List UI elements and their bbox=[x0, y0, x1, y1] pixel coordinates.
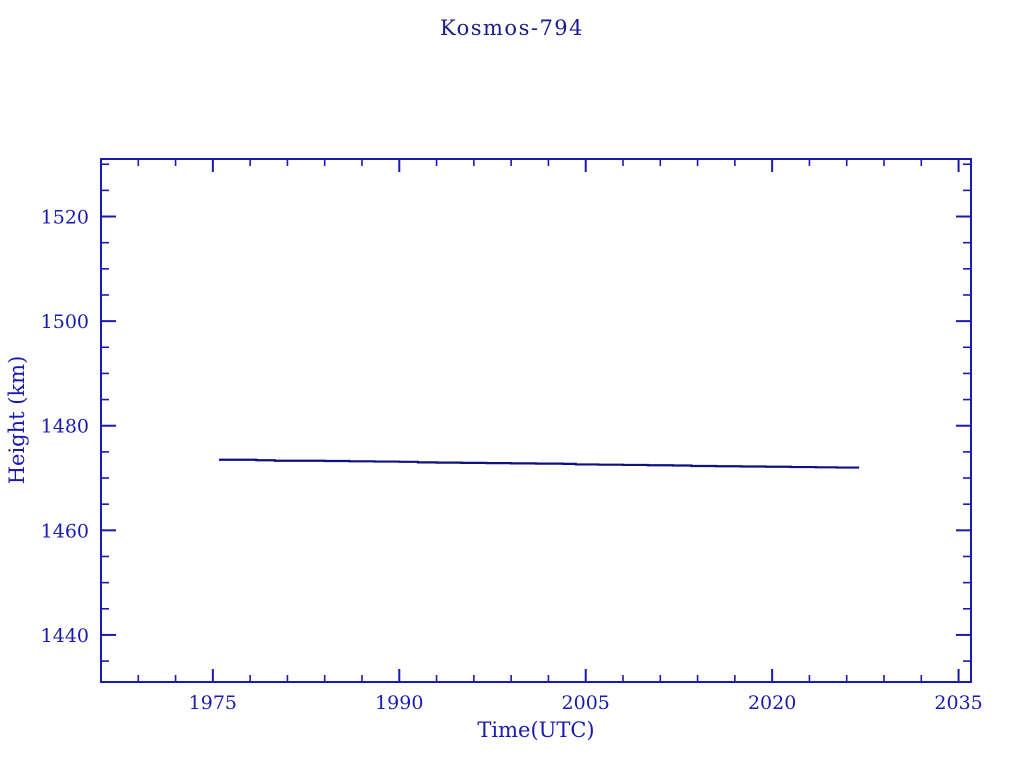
x-tick-label: 1990 bbox=[375, 692, 423, 714]
x-axis-title: Time(UTC) bbox=[477, 718, 594, 742]
x-axis-minor-ticks bbox=[137, 159, 923, 682]
y-tick-label: 1440 bbox=[41, 625, 89, 647]
x-tick-label: 2035 bbox=[934, 692, 982, 714]
x-tick-label: 2005 bbox=[562, 692, 610, 714]
y-axis-minor-ticks bbox=[101, 163, 971, 662]
y-tick-label: 1500 bbox=[41, 311, 89, 333]
chart-title: Kosmos-794 bbox=[439, 16, 585, 40]
x-tick-label: 2020 bbox=[748, 692, 796, 714]
y-axis-major-ticks bbox=[101, 215, 971, 636]
y-tick-label: 1480 bbox=[41, 416, 89, 438]
x-tick-label: 1975 bbox=[189, 692, 237, 714]
y-tick-label: 1520 bbox=[41, 207, 89, 229]
y-axis-tick-labels: 1440 1460 1480 1500 1520 bbox=[41, 207, 89, 647]
x-axis-major-ticks bbox=[211, 159, 960, 682]
x-axis-tick-labels: 1975 1990 2005 2020 2035 bbox=[189, 692, 983, 714]
height-data-line bbox=[219, 458, 860, 469]
y-tick-label: 1460 bbox=[41, 520, 89, 542]
y-axis-title: Height (km) bbox=[5, 356, 29, 485]
plot-frame bbox=[100, 158, 972, 683]
